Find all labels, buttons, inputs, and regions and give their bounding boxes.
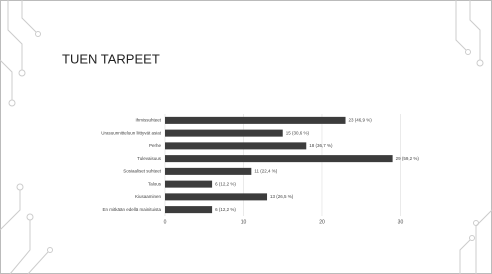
slide-title: TUEN TARPEET (62, 51, 160, 66)
slide: TUEN TARPEET 0 10 20 30 Ihmissuhteet 23 (46,9… (0, 0, 492, 274)
value-label: 18 (36,7 %) (309, 143, 333, 148)
value-label: 23 (46,9 %) (349, 118, 373, 123)
y-tick-label: Ihmissuhteet (135, 118, 161, 123)
value-label: 15 (30,6 %) (286, 130, 310, 135)
bar (165, 206, 212, 213)
y-tick-label: Sosiaaliset suhteet (123, 169, 162, 174)
bar (165, 181, 212, 188)
value-label: 11 (22,4 %) (254, 169, 277, 174)
bar (165, 193, 267, 200)
bar (165, 155, 393, 162)
bar (165, 142, 306, 149)
bar (165, 130, 283, 137)
value-label: 13 (26,5 %) (270, 194, 294, 199)
y-tick-label: Kiusaaminen (135, 194, 162, 199)
y-tick-label: Talous (148, 181, 162, 186)
page: {"slide": {"title": "TUEN TARPEET"}, "ch… (0, 0, 492, 274)
x-tick-label: 0 (164, 219, 167, 225)
x-tick-label: 20 (319, 219, 325, 225)
y-tick-label: Tulevaisuus (137, 156, 162, 161)
value-label: 29 (59,2 %) (396, 156, 420, 161)
y-tick-label: Perhe (149, 143, 162, 148)
x-tick-label: 10 (241, 219, 247, 225)
x-tick-label: 30 (398, 219, 404, 225)
y-tick-label: Urasuunnitteluun liittyvät asiat (101, 130, 162, 135)
bar (165, 168, 251, 175)
value-label: 6 (12,2 %) (215, 207, 236, 212)
slide-background (0, 0, 492, 274)
value-label: 6 (12,2 %) (215, 181, 236, 186)
bar (165, 117, 346, 124)
y-tick-label: En mitkään edellä mainituista (102, 207, 161, 212)
